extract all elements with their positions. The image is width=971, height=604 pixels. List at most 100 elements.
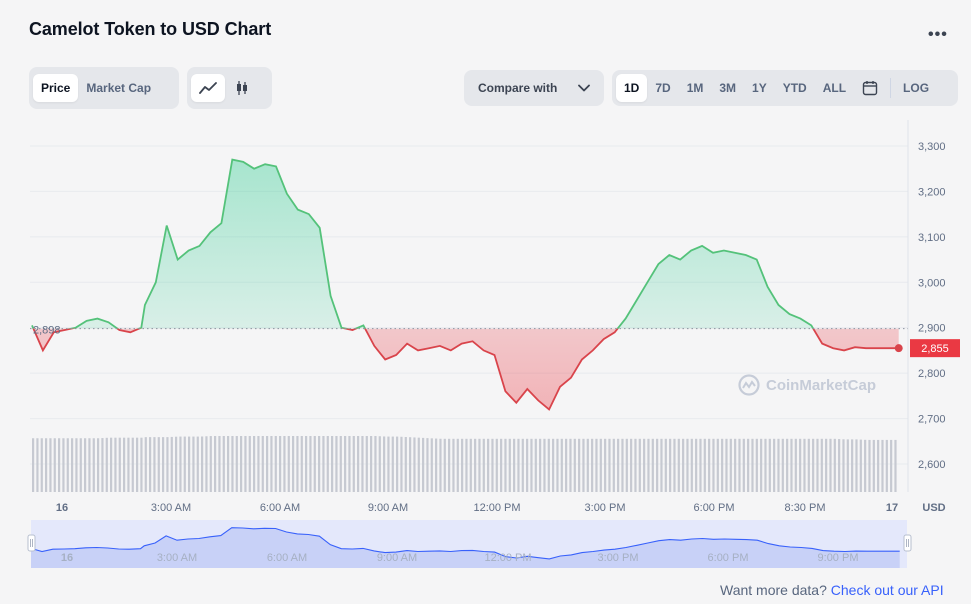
volume-bar	[539, 438, 542, 492]
calendar-icon	[862, 81, 878, 96]
volume-bar	[829, 438, 832, 492]
volume-bar	[435, 438, 438, 492]
volume-bar	[188, 436, 191, 492]
volume-bar	[534, 438, 537, 492]
x-tick-label: 3:00 AM	[151, 502, 191, 514]
navigator-handle-left[interactable]	[27, 534, 36, 552]
range-all[interactable]: ALL	[822, 81, 847, 95]
volume-bar	[807, 438, 810, 492]
volume-bar	[656, 438, 659, 492]
volume-bar	[677, 438, 680, 492]
x-tick-label: 3:00 PM	[585, 502, 626, 514]
volume-bar	[149, 437, 152, 492]
volume-bar	[478, 438, 481, 492]
volume-bar	[851, 439, 854, 492]
navigator-area	[31, 527, 900, 568]
volume-bar	[500, 438, 503, 492]
volume-bar	[647, 438, 650, 492]
candlestick-icon	[237, 81, 247, 95]
volume-bar	[725, 438, 728, 492]
volume-bar	[799, 438, 802, 492]
volume-bar	[872, 439, 875, 492]
range-1m[interactable]: 1M	[686, 81, 704, 95]
volume-bar	[638, 438, 641, 492]
volume-bar	[885, 439, 888, 492]
volume-bar	[556, 438, 559, 492]
date-picker-button[interactable]	[854, 74, 886, 102]
range-1d[interactable]: 1D	[616, 74, 648, 102]
volume-bar	[890, 439, 893, 492]
price-marketcap-toggle: Price Market Cap	[29, 67, 179, 109]
volume-bar	[859, 439, 862, 492]
volume-bar	[387, 436, 390, 492]
volume-bar	[734, 438, 737, 492]
volume-bar	[751, 438, 754, 492]
volume-bar	[378, 436, 381, 492]
volume-bar	[586, 438, 589, 492]
chevron-down-icon	[578, 84, 590, 92]
volume-bar	[62, 438, 65, 492]
navigator-handle-right[interactable]	[903, 534, 912, 552]
range-navigator[interactable]: 16 3:00 AM 6:00 AM 9:00 AM 12:00 PM 3:00 PM 6:…	[27, 520, 912, 568]
volume-bar	[331, 436, 334, 492]
volume-bar	[565, 438, 568, 492]
volume-bar	[383, 436, 386, 492]
y-tick-label: 2,800	[918, 368, 946, 380]
area-above-reference	[32, 159, 899, 329]
price-line-down	[32, 328, 899, 411]
range-3m[interactable]: 3M	[719, 81, 737, 95]
volume-bar	[760, 438, 763, 492]
volume-bar	[309, 436, 312, 492]
volume-bar	[66, 438, 69, 492]
volume-bar	[365, 436, 368, 492]
volume-bar	[825, 438, 828, 492]
log-scale-button[interactable]: LOG	[903, 81, 930, 95]
volume-bar	[630, 438, 633, 492]
navigator-tick-label: 12:00 PM	[484, 552, 531, 564]
range-7d[interactable]: 7D	[655, 81, 671, 95]
volume-bar	[708, 438, 711, 492]
y-tick-label: 3,300	[918, 141, 946, 153]
volume-bar	[227, 436, 230, 492]
compare-with-dropdown[interactable]: Compare with	[464, 70, 604, 106]
volume-bar	[196, 436, 199, 492]
tab-market-cap[interactable]: Market Cap	[86, 81, 152, 95]
volume-bar	[461, 438, 464, 492]
tab-price[interactable]: Price	[33, 74, 79, 102]
more-options-icon[interactable]: •••	[928, 26, 948, 43]
candlestick-button[interactable]	[225, 74, 259, 102]
price-area	[32, 159, 899, 410]
volume-bar	[357, 436, 360, 492]
current-price-dot	[894, 344, 903, 353]
volume-bar	[747, 438, 750, 492]
volume-bar	[261, 436, 264, 492]
api-link[interactable]: Check out our API	[830, 582, 944, 598]
range-1y[interactable]: 1Y	[752, 81, 767, 95]
volume-bar	[296, 436, 299, 492]
volume-bar	[846, 439, 849, 492]
time-range-toggle: 1D 7D 1M 3M 1Y YTD ALL LOG	[612, 70, 958, 106]
volume-bar	[816, 438, 819, 492]
volume-bar	[517, 438, 520, 492]
volume-bar	[231, 436, 234, 492]
range-ytd[interactable]: YTD	[782, 81, 807, 95]
volume-bar	[413, 437, 416, 492]
y-tick-label: 3,000	[918, 277, 946, 289]
volume-bar	[123, 437, 126, 492]
coinmarketcap-logo-icon	[738, 374, 760, 396]
volume-bar	[175, 436, 178, 492]
volume-bar	[58, 438, 61, 492]
volume-bar	[521, 438, 524, 492]
volume-bar	[868, 439, 871, 492]
volume-bar	[322, 436, 325, 492]
volume-bar	[777, 438, 780, 492]
volume-bar	[335, 436, 338, 492]
chart-title: Camelot Token to USD Chart	[29, 19, 272, 39]
volume-bar	[110, 437, 113, 492]
volume-bar	[170, 436, 173, 492]
volume-bar	[253, 436, 256, 492]
volume-bar	[721, 438, 724, 492]
volume-bar	[833, 438, 836, 492]
line-chart-button[interactable]	[191, 74, 225, 102]
volume-bar	[118, 437, 121, 492]
